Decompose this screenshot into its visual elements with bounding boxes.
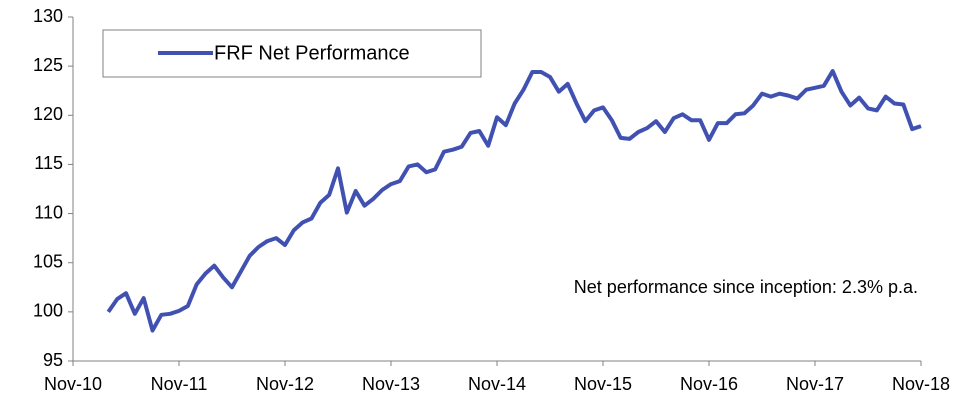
- x-tick-label: Nov-12: [256, 374, 314, 394]
- x-tick-label: Nov-15: [574, 374, 632, 394]
- y-tick-label: 120: [33, 104, 63, 124]
- y-tick-label: 110: [34, 202, 63, 222]
- y-tick-label: 95: [43, 350, 63, 370]
- series-line: [106, 69, 922, 333]
- legend-label: FRF Net Performance: [214, 42, 410, 64]
- x-tick-label: Nov-17: [786, 374, 844, 394]
- y-tick-label: 100: [33, 301, 63, 321]
- x-tick-label: Nov-16: [680, 374, 738, 394]
- x-tick-label: Nov-14: [468, 374, 526, 394]
- y-tick-label: 105: [33, 251, 63, 271]
- x-tick-label: Nov-13: [362, 374, 420, 394]
- y-tick-label: 130: [33, 6, 63, 26]
- x-tick-label: Nov-11: [151, 374, 208, 394]
- annotation: Net performance since inception: 2.3% p.…: [574, 277, 918, 297]
- y-tick-label: 115: [34, 153, 63, 173]
- y-tick-label: 125: [33, 55, 63, 75]
- x-tick-label: Nov-10: [44, 374, 102, 394]
- x-tick-label: Nov-18: [892, 374, 950, 394]
